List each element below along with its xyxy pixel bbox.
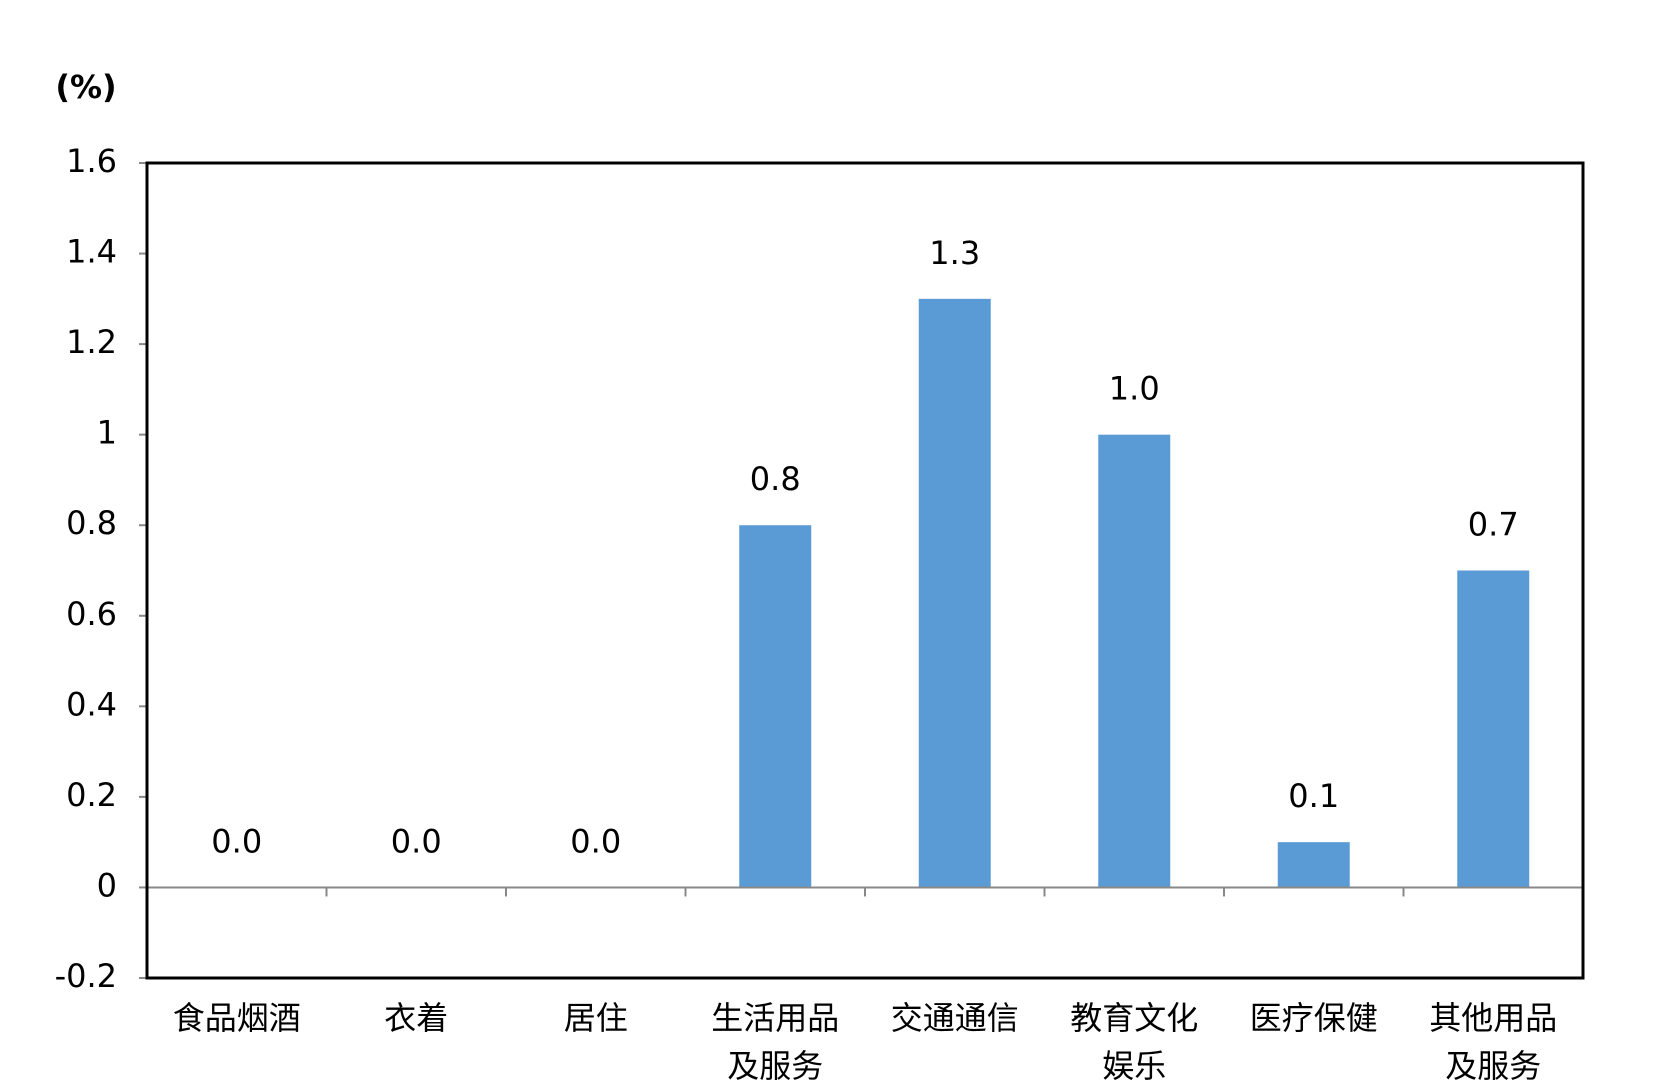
- y-tick-label: 1: [97, 414, 117, 452]
- x-tick-label: 教育文化娱乐: [1070, 999, 1199, 1085]
- x-tick-label: 居住: [563, 999, 628, 1037]
- value-label: 0.8: [750, 460, 801, 498]
- value-label: 0.0: [570, 822, 621, 860]
- bar: [1098, 434, 1171, 888]
- y-unit: (%): [55, 68, 116, 106]
- bar: [739, 525, 812, 888]
- y-tick-label: 0.6: [66, 595, 117, 633]
- x-tick-label: 医疗保健: [1249, 999, 1378, 1037]
- value-label: 0.0: [211, 822, 262, 860]
- x-tick-label: 交通通信: [890, 999, 1019, 1037]
- bar: [1457, 570, 1530, 888]
- x-tick-label: 衣着: [384, 999, 449, 1037]
- y-tick-label: -0.2: [55, 957, 117, 995]
- plot-frame: [145, 161, 1585, 980]
- bar: [1277, 842, 1350, 888]
- x-tick-label: 生活用品及服务: [711, 999, 840, 1085]
- value-label: 1.0: [1109, 370, 1160, 408]
- value-label: 0.7: [1468, 506, 1519, 544]
- y-tick-label: 0.8: [66, 504, 117, 542]
- y-tick-label: 1.2: [66, 323, 117, 361]
- y-tick-label: 0.2: [66, 776, 117, 814]
- value-label: 1.3: [929, 234, 980, 272]
- y-tick-label: 1.4: [66, 233, 117, 271]
- bar: [918, 298, 991, 888]
- y-tick-label: 0: [97, 866, 117, 904]
- value-label: 0.0: [391, 822, 442, 860]
- x-tick-label: 其他用品及服务: [1429, 999, 1558, 1085]
- value-label: 0.1: [1288, 777, 1339, 815]
- y-tick-label: 0.4: [66, 685, 117, 723]
- y-tick-label: 1.6: [66, 142, 117, 180]
- x-tick-label: 食品烟酒: [172, 999, 301, 1037]
